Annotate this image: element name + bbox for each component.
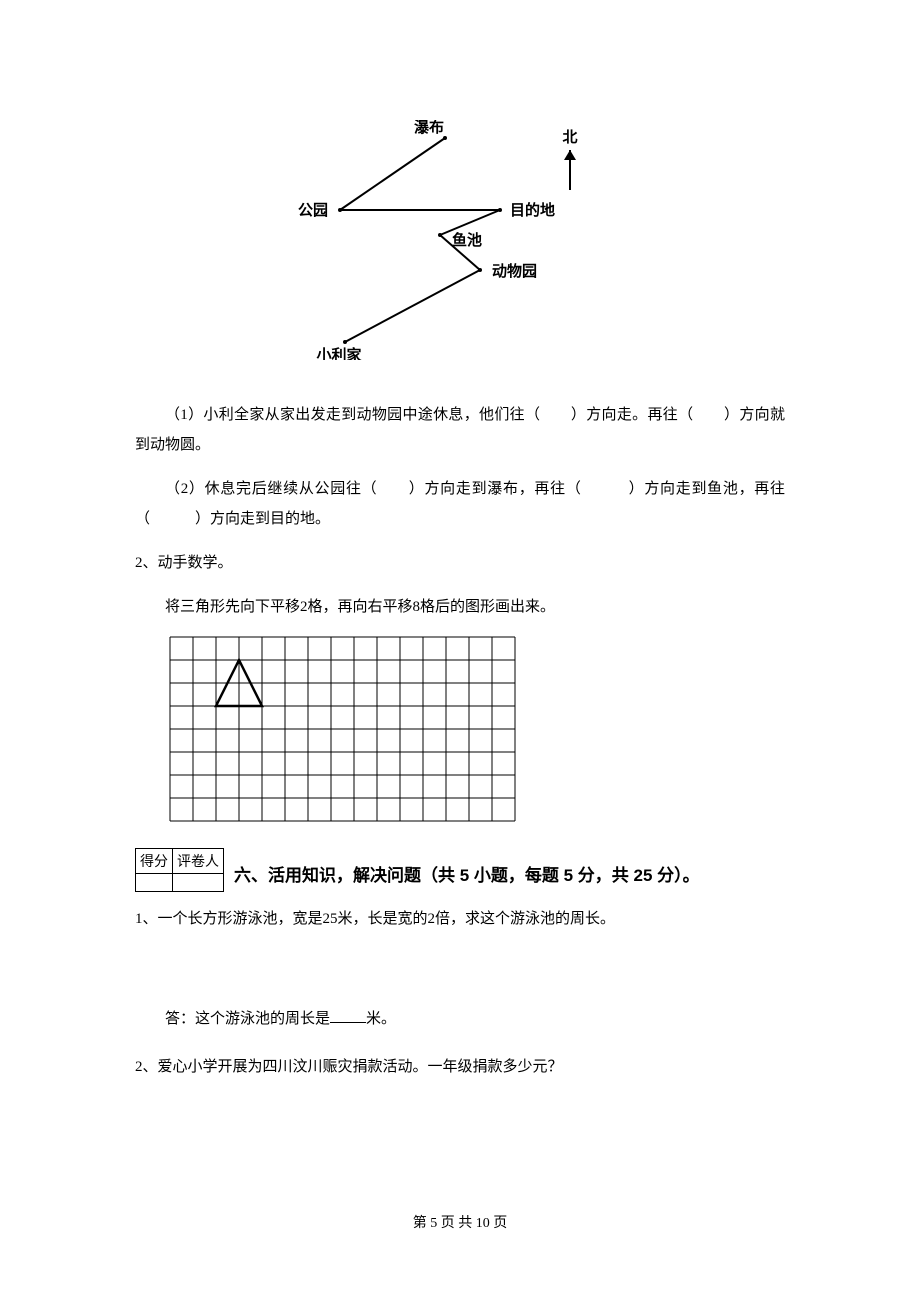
- page-footer: 第 5 页 共 10 页: [0, 1212, 920, 1232]
- grader-cell: [173, 874, 224, 892]
- p1-blank: [330, 1008, 366, 1023]
- score-table: 得分 评卷人: [135, 848, 224, 892]
- svg-text:北: 北: [562, 129, 577, 146]
- q2-desc: 将三角形先向下平移2格，再向右平移8格后的图形画出来。: [135, 592, 785, 622]
- grader-header: 评卷人: [173, 849, 224, 874]
- svg-text:小利家: 小利家: [316, 346, 361, 360]
- p1-suffix: 米。: [366, 1011, 396, 1027]
- problem1-answer: 答：这个游泳池的周长是 米。: [135, 1004, 785, 1034]
- translation-grid: [169, 636, 516, 822]
- svg-text:公园: 公园: [298, 202, 328, 219]
- map-diagram: 瀑布北公园 目的地鱼池动物园小利家: [290, 120, 630, 360]
- section6-title: 六、活用知识，解决问题（共 5 小题，每题 5 分，共 25 分）。: [234, 861, 700, 892]
- q1-sub1: （1）小利全家从家出发走到动物园中途休息，他们往（ ）方向走。再往（ ）方向就到…: [135, 400, 785, 460]
- svg-text:目的地: 目的地: [510, 201, 555, 219]
- score-header: 得分: [136, 849, 173, 874]
- p1-prefix: 答：这个游泳池的周长是: [165, 1011, 330, 1027]
- section6-header-row: 得分 评卷人 六、活用知识，解决问题（共 5 小题，每题 5 分，共 25 分）…: [135, 848, 785, 892]
- score-cell: [136, 874, 173, 892]
- svg-text:鱼池: 鱼池: [452, 231, 482, 249]
- page-content: 瀑布北公园 目的地鱼池动物园小利家 （1）小利全家从家出发走到动物园中途休息，他们…: [0, 0, 920, 1082]
- svg-text:瀑布: 瀑布: [414, 120, 444, 136]
- problem2: 2、爱心小学开展为四川汶川赈灾捐款活动。一年级捐款多少元？: [135, 1052, 785, 1082]
- problem1: 1、一个长方形游泳池，宽是25米，长是宽的2倍，求这个游泳池的周长。: [135, 904, 785, 934]
- q1-sub2: （2）休息完后继续从公园往（ ）方向走到瀑布，再往（ ）方向走到鱼池，再往（ ）…: [135, 474, 785, 534]
- svg-text:动物园: 动物园: [492, 262, 537, 280]
- q2-label: 2、动手数学。: [135, 548, 785, 578]
